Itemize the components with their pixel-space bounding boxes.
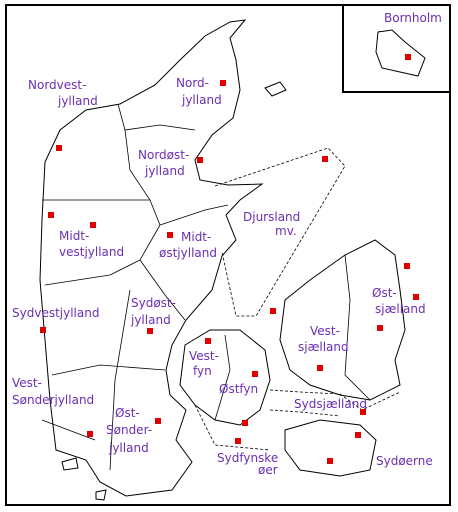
dashed-border <box>194 404 271 451</box>
marker <box>322 156 328 162</box>
marker <box>90 222 96 228</box>
dashed-border <box>269 389 401 411</box>
jutland <box>39 19 264 497</box>
marker <box>147 328 153 334</box>
border <box>51 364 166 376</box>
region-label: Øst- <box>372 286 397 300</box>
region-label: Sydøst- <box>131 296 176 310</box>
marker <box>413 294 419 300</box>
marker <box>404 263 410 269</box>
marker <box>270 308 276 314</box>
lolland-falster <box>284 419 377 477</box>
border <box>109 289 131 471</box>
region-label: Midt- <box>59 229 89 243</box>
bornholm <box>375 29 426 77</box>
border <box>124 129 229 226</box>
labels: Bornholm Nordvest- jylland Nord- jylland… <box>12 11 442 477</box>
region-label: Østfyn <box>219 382 258 396</box>
marker <box>205 338 211 344</box>
region-label: jylland <box>181 93 222 107</box>
region-label: Nordøst- <box>138 148 189 162</box>
marker <box>197 157 203 163</box>
marker <box>355 432 361 438</box>
dashed-borders <box>194 147 401 451</box>
region-label: jylland <box>57 94 98 108</box>
region-label: Midt- <box>181 230 211 244</box>
border <box>44 224 161 286</box>
region-label: Vest- <box>12 376 42 390</box>
border <box>41 419 96 441</box>
region-label: jylland <box>144 164 185 178</box>
islet <box>95 489 107 501</box>
region-label: Nord- <box>176 76 209 90</box>
region-label: Sønder- <box>106 423 152 437</box>
region-label: øer <box>258 463 278 477</box>
marker <box>317 365 323 371</box>
marker <box>242 420 248 426</box>
dashed-border <box>269 409 341 417</box>
region-label: sjælland <box>375 302 426 316</box>
region-label: Bornholm <box>384 11 442 25</box>
region-label: Sønderjylland <box>12 393 94 407</box>
islet <box>61 457 79 471</box>
region-label: jylland <box>130 313 171 327</box>
marker <box>48 212 54 218</box>
islet <box>264 81 287 97</box>
marker <box>327 458 333 464</box>
marker <box>155 418 161 424</box>
funen <box>179 329 271 426</box>
region-label: fyn <box>193 364 212 378</box>
region-label: sjælland <box>298 340 349 354</box>
zealand <box>279 239 406 401</box>
region-label: Vest- <box>189 349 219 363</box>
region-label: vestjylland <box>59 245 124 259</box>
dashed-border <box>214 147 346 317</box>
region-label: Øst- <box>115 406 140 420</box>
marker <box>220 80 226 86</box>
region-label: Sydøerne <box>376 454 433 468</box>
marker <box>235 438 241 444</box>
border <box>344 254 371 401</box>
region-borders <box>41 103 371 471</box>
marker <box>87 431 93 437</box>
region-label: Djursland <box>243 210 300 224</box>
region-label: Vest- <box>310 324 340 338</box>
markers <box>40 54 419 464</box>
region-label: Nordvest- <box>28 78 86 92</box>
border <box>117 103 196 131</box>
marker <box>405 54 411 60</box>
region-label: Sydfynske <box>217 451 278 465</box>
marker <box>360 409 366 415</box>
region-label: mv. <box>275 224 297 238</box>
region-label: Sydvestjylland <box>12 306 99 320</box>
marker <box>377 325 383 331</box>
border <box>139 259 186 321</box>
region-label: Sydsjælland <box>294 397 367 411</box>
marker <box>252 371 258 377</box>
region-label: jylland <box>108 441 149 455</box>
marker <box>40 327 46 333</box>
region-label: østjylland <box>159 246 217 260</box>
marker <box>167 232 173 238</box>
marker <box>56 145 62 151</box>
border <box>214 334 231 421</box>
landmass <box>39 19 426 501</box>
